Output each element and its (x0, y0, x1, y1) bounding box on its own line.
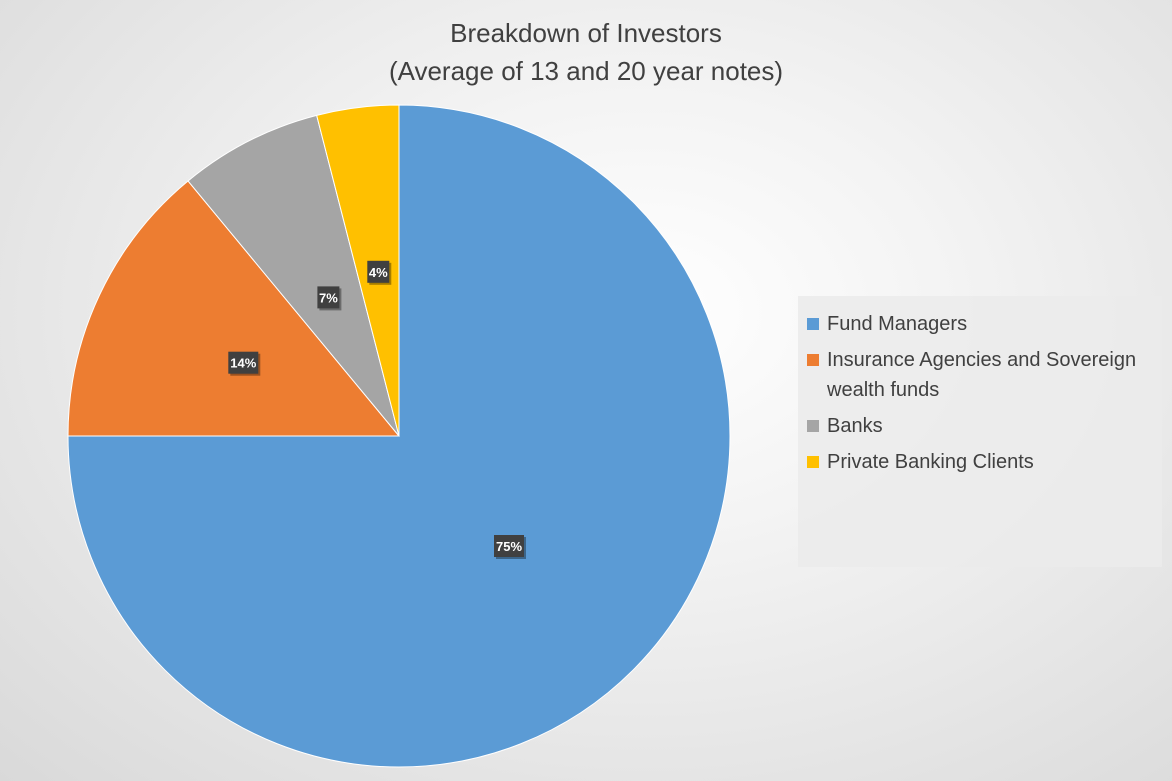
data-label-text: 4% (369, 265, 388, 280)
legend-swatch (807, 420, 819, 432)
pie-slice-fund-managers (67, 104, 731, 768)
legend-swatch (807, 456, 819, 468)
chart-title: Breakdown of Investors (Average of 13 an… (0, 14, 1172, 90)
legend-item: Fund Managers (798, 309, 1162, 339)
data-label: 7% (317, 286, 342, 311)
legend-label: Banks (827, 415, 883, 437)
legend-label: Fund Managers (827, 313, 968, 335)
chart-title-line: Breakdown of Investors (450, 18, 722, 48)
chart-legend: Fund Managers Insurance Agencies and Sove… (798, 296, 1162, 567)
legend-item: Private Banking Clients (798, 447, 1162, 477)
pie-slice-banks (187, 114, 400, 437)
data-label-text: 14% (230, 356, 256, 371)
legend-label: Private Banking Clients (827, 451, 1034, 473)
data-label: 4% (367, 260, 392, 285)
legend-label: Insurance Agencies and Sovereign wealth … (827, 349, 1137, 401)
legend-swatch (807, 318, 819, 330)
data-label: 14% (228, 351, 261, 376)
data-label-text: 7% (319, 290, 338, 305)
data-label: 75% (494, 535, 526, 559)
legend-swatch (807, 354, 819, 366)
data-label-text: 75% (496, 539, 522, 554)
pie-slice-insurance-agencies-and-sovereign-wealth-funds (67, 180, 401, 437)
chart-subtitle-line: (Average of 13 and 20 year notes) (388, 56, 784, 86)
pie-data-labels: 75% 14% 7% 4% (228, 260, 526, 559)
pie-slice-private-banking-clients (316, 104, 400, 437)
legend-item: Insurance Agencies and Sovereign wealth … (798, 345, 1162, 405)
pie-slices (67, 104, 731, 768)
legend-item: Banks (798, 411, 1162, 441)
